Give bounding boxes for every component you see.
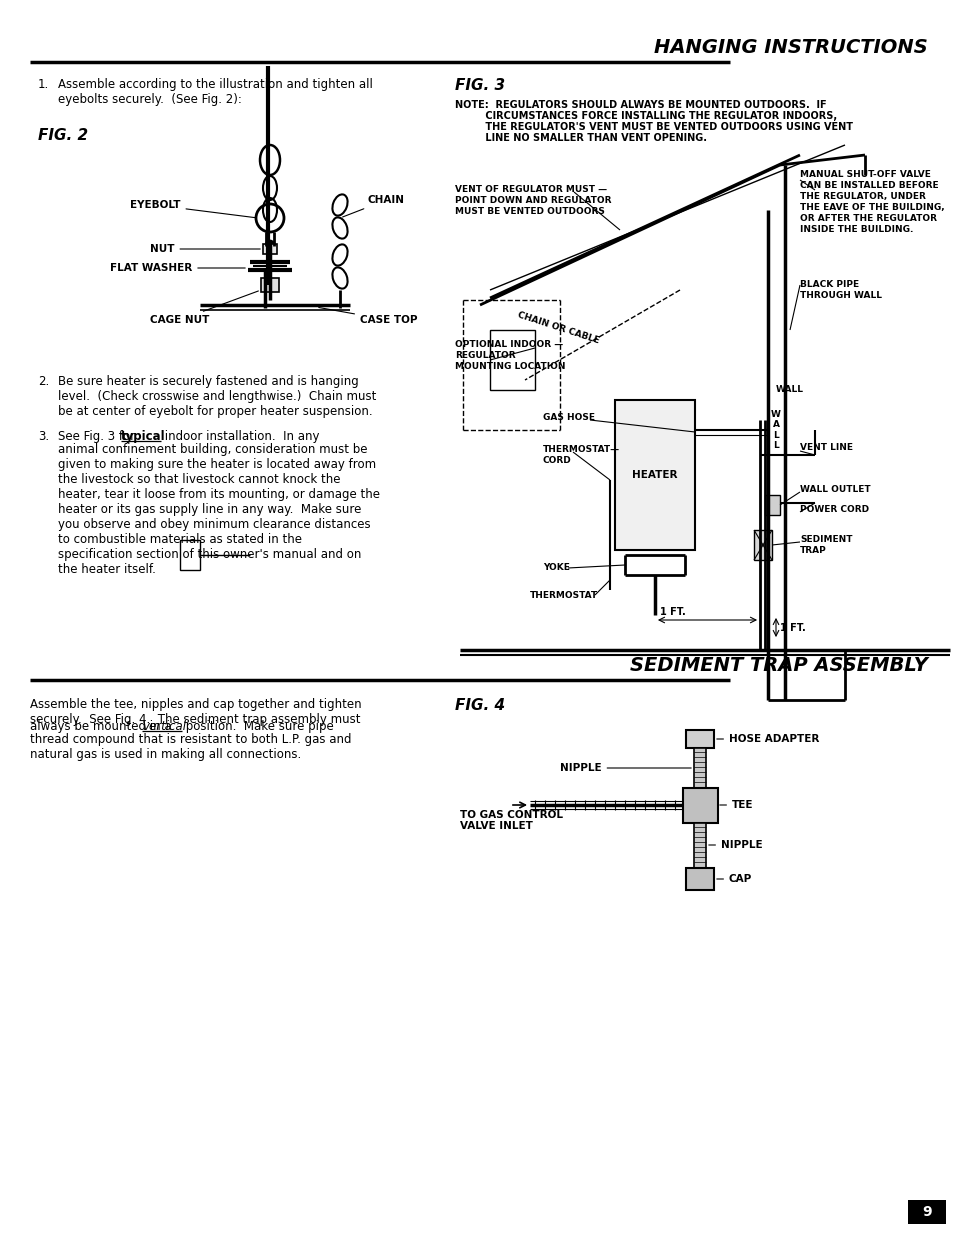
Text: 9: 9 xyxy=(922,1205,931,1219)
Text: always be mounted in a: always be mounted in a xyxy=(30,720,175,734)
Text: FIG. 4: FIG. 4 xyxy=(455,698,504,713)
Text: TEE: TEE xyxy=(719,800,753,810)
Text: 1 FT.: 1 FT. xyxy=(780,622,805,634)
Text: POWER CORD: POWER CORD xyxy=(800,505,868,515)
Text: THE REGULATOR'S VENT MUST BE VENTED OUTDOORS USING VENT: THE REGULATOR'S VENT MUST BE VENTED OUTD… xyxy=(455,122,852,132)
Text: POINT DOWN AND REGULATOR: POINT DOWN AND REGULATOR xyxy=(455,196,611,205)
Text: CHAIN OR CABLE: CHAIN OR CABLE xyxy=(516,310,599,345)
Text: THE EAVE OF THE BUILDING,: THE EAVE OF THE BUILDING, xyxy=(800,203,943,212)
Text: Be sure heater is securely fastened and is hanging
level.  (Check crosswise and : Be sure heater is securely fastened and … xyxy=(58,375,376,417)
Text: MANUAL SHUT-OFF VALVE: MANUAL SHUT-OFF VALVE xyxy=(800,170,930,179)
Bar xyxy=(907,1200,945,1224)
Text: EYEBOLT: EYEBOLT xyxy=(130,200,255,217)
Text: YOKE: YOKE xyxy=(542,563,569,573)
Bar xyxy=(263,245,276,254)
Bar xyxy=(685,868,713,890)
Bar xyxy=(693,748,705,788)
Text: CASE TOP: CASE TOP xyxy=(318,308,417,325)
Bar xyxy=(764,495,780,515)
Text: OPTIONAL INDOOR —: OPTIONAL INDOOR — xyxy=(455,340,562,350)
Text: MOUNTING LOCATION: MOUNTING LOCATION xyxy=(455,362,565,370)
Text: HANGING INSTRUCTIONS: HANGING INSTRUCTIONS xyxy=(654,38,927,57)
Text: THERMOSTAT: THERMOSTAT xyxy=(530,590,598,599)
Text: NIPPLE: NIPPLE xyxy=(708,840,761,850)
Text: vertical: vertical xyxy=(142,720,186,734)
Text: FIG. 3: FIG. 3 xyxy=(455,78,504,93)
Text: WALL OUTLET: WALL OUTLET xyxy=(800,485,870,494)
Text: SEDIMENT: SEDIMENT xyxy=(800,535,852,543)
Text: OR AFTER THE REGULATOR: OR AFTER THE REGULATOR xyxy=(800,214,936,224)
Text: Assemble according to the illustration and tighten all
eyebolts securely.  (See : Assemble according to the illustration a… xyxy=(58,78,373,106)
Text: animal confinement building, consideration must be
given to making sure the heat: animal confinement building, considerati… xyxy=(58,443,379,576)
Text: 3.: 3. xyxy=(38,430,49,443)
Bar xyxy=(490,330,535,390)
Bar xyxy=(753,530,771,559)
Text: NIPPLE: NIPPLE xyxy=(559,763,691,773)
Bar xyxy=(180,540,200,571)
Text: THERMOSTAT—: THERMOSTAT— xyxy=(542,445,619,454)
Bar xyxy=(261,278,278,291)
Bar xyxy=(693,823,705,868)
Bar xyxy=(615,400,695,550)
Bar xyxy=(685,730,713,748)
Text: indoor installation.  In any: indoor installation. In any xyxy=(161,430,319,443)
Text: BLACK PIPE: BLACK PIPE xyxy=(800,280,859,289)
Text: INSIDE THE BUILDING.: INSIDE THE BUILDING. xyxy=(800,225,912,233)
Text: CHAIN: CHAIN xyxy=(342,195,405,217)
Text: thread compound that is resistant to both L.P. gas and
natural gas is used in ma: thread compound that is resistant to bot… xyxy=(30,734,351,761)
Text: HOSE ADAPTER: HOSE ADAPTER xyxy=(716,734,819,743)
Text: FLAT WASHER: FLAT WASHER xyxy=(110,263,245,273)
Text: See Fig. 3 for: See Fig. 3 for xyxy=(58,430,139,443)
Text: CAN BE INSTALLED BEFORE: CAN BE INSTALLED BEFORE xyxy=(800,182,938,190)
Text: CAGE NUT: CAGE NUT xyxy=(150,291,258,325)
Text: NUT: NUT xyxy=(150,245,260,254)
Text: VALVE INLET: VALVE INLET xyxy=(459,821,533,831)
Text: CAP: CAP xyxy=(716,874,752,884)
Text: VENT LINE: VENT LINE xyxy=(800,443,852,452)
Text: HEATER: HEATER xyxy=(632,471,677,480)
Text: NOTE:  REGULATORS SHOULD ALWAYS BE MOUNTED OUTDOORS.  IF: NOTE: REGULATORS SHOULD ALWAYS BE MOUNTE… xyxy=(455,100,825,110)
Text: FIG. 2: FIG. 2 xyxy=(38,128,88,143)
Text: CIRCUMSTANCES FORCE INSTALLING THE REGULATOR INDOORS,: CIRCUMSTANCES FORCE INSTALLING THE REGUL… xyxy=(455,111,836,121)
Text: REGULATOR: REGULATOR xyxy=(455,351,515,359)
Text: SEDIMENT TRAP ASSEMBLY: SEDIMENT TRAP ASSEMBLY xyxy=(630,656,927,676)
Text: WALL: WALL xyxy=(775,385,803,394)
Text: CORD: CORD xyxy=(542,456,571,466)
Text: MUST BE VENTED OUTDOORS: MUST BE VENTED OUTDOORS xyxy=(455,207,604,216)
Text: THE REGULATOR, UNDER: THE REGULATOR, UNDER xyxy=(800,191,925,201)
Text: Assemble the tee, nipples and cap together and tighten
securely.  See Fig. 4.  T: Assemble the tee, nipples and cap togeth… xyxy=(30,698,361,726)
Text: typical: typical xyxy=(121,430,166,443)
Text: 1 FT.: 1 FT. xyxy=(659,606,685,618)
Text: LINE NO SMALLER THAN VENT OPENING.: LINE NO SMALLER THAN VENT OPENING. xyxy=(455,133,706,143)
Bar xyxy=(682,788,718,823)
Text: TRAP: TRAP xyxy=(800,546,826,555)
Text: position.  Make sure pipe: position. Make sure pipe xyxy=(182,720,334,734)
Text: 2.: 2. xyxy=(38,375,50,388)
Text: TO GAS CONTROL: TO GAS CONTROL xyxy=(459,810,562,820)
Text: GAS HOSE: GAS HOSE xyxy=(542,412,595,422)
Text: W
A
L
L: W A L L xyxy=(770,410,781,450)
Text: 1.: 1. xyxy=(38,78,50,91)
Text: THROUGH WALL: THROUGH WALL xyxy=(800,291,882,300)
Text: VENT OF REGULATOR MUST —: VENT OF REGULATOR MUST — xyxy=(455,185,606,194)
